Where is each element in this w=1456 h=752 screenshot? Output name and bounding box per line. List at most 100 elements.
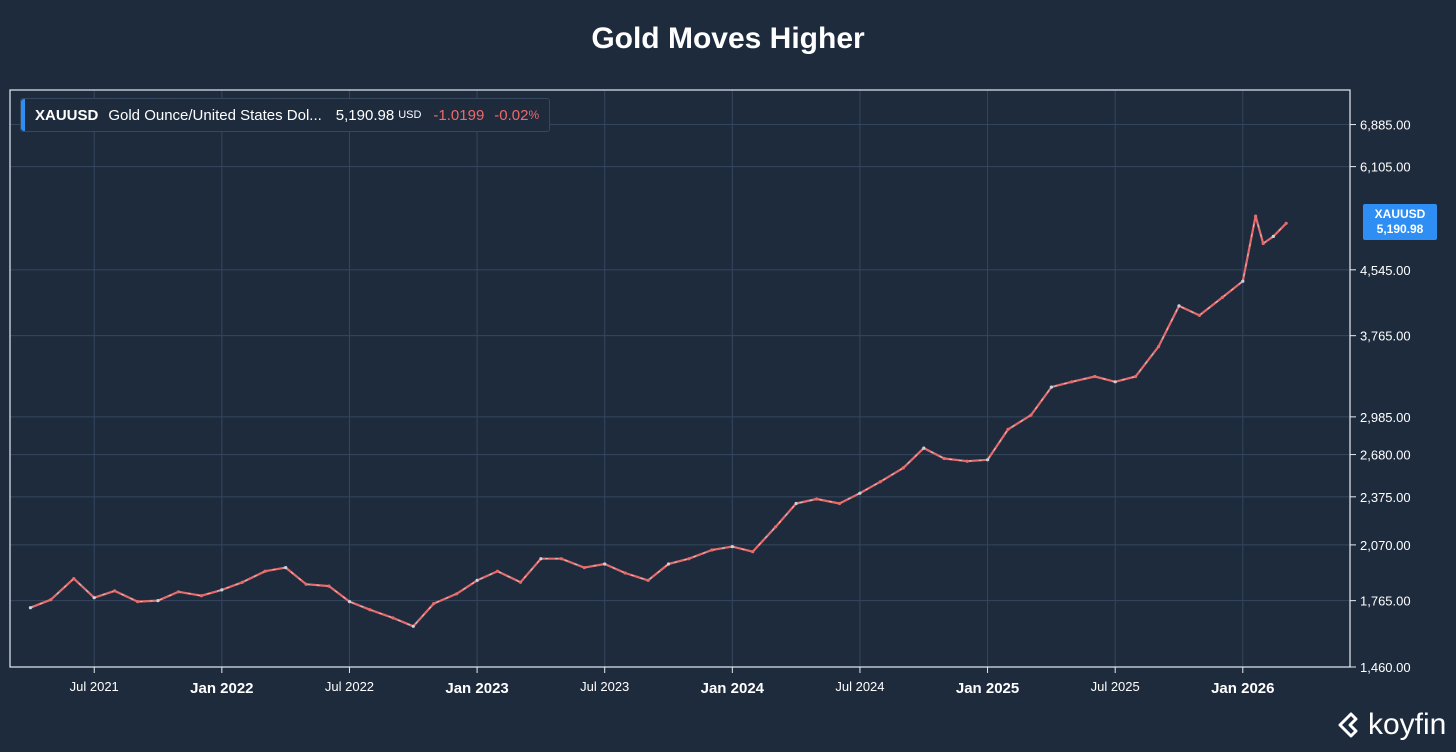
series-point[interactable] <box>582 566 586 570</box>
series-point[interactable] <box>432 602 436 606</box>
series-point[interactable] <box>136 600 140 604</box>
x-tick-label: Jul 2023 <box>580 679 629 694</box>
series-point[interactable] <box>730 545 734 549</box>
legend-price: 5,190.98 <box>335 106 395 124</box>
series-point[interactable] <box>28 606 32 610</box>
series-point[interactable] <box>411 624 415 628</box>
legend-change: -1.0199 <box>433 106 485 124</box>
x-tick-label: Jan 2023 <box>445 680 508 697</box>
x-axis: Jul 2021 Jan 2022 Jul 2022 Jan 2023 Jul 2023… <box>70 667 1274 697</box>
series-point[interactable] <box>559 557 563 561</box>
series-point[interactable] <box>878 480 883 484</box>
series-point[interactable] <box>1157 344 1161 349</box>
price-tag-ticker: XAUUSD <box>1374 207 1426 221</box>
series-point[interactable] <box>1006 427 1010 431</box>
series-point[interactable] <box>240 580 244 584</box>
series-point[interactable] <box>1177 304 1181 308</box>
series-point[interactable] <box>1113 380 1117 384</box>
last-price-tag: XAUUSD 5,190.98 <box>1363 204 1437 240</box>
series-point[interactable] <box>455 592 459 596</box>
series-point[interactable] <box>539 557 543 561</box>
series-point[interactable] <box>304 582 308 586</box>
series-point[interactable] <box>1254 214 1258 218</box>
y-axis: 1,460.00 1,765.00 2,070.00 2,375.00 2,680.00… <box>1350 118 1411 675</box>
series-point[interactable] <box>901 466 905 470</box>
y-tick-label: 6,105.00 <box>1360 160 1411 175</box>
series-point[interactable] <box>1029 413 1033 417</box>
series-point[interactable] <box>176 590 181 594</box>
series-point[interactable] <box>1049 385 1053 389</box>
y-tick-label: 1,460.00 <box>1360 660 1411 675</box>
series-line[interactable] <box>29 215 1287 628</box>
series-point[interactable] <box>495 569 500 573</box>
series-point[interactable] <box>623 571 627 575</box>
series-point[interactable] <box>965 459 969 463</box>
series-point[interactable] <box>327 584 331 588</box>
series-point[interactable] <box>1197 313 1201 317</box>
price-tag-value: 5,190.98 <box>1376 222 1424 236</box>
series-point[interactable] <box>922 446 926 450</box>
brand-name: koyfin <box>1368 708 1447 741</box>
x-tick-label: Jan 2025 <box>956 680 1019 697</box>
series-point[interactable] <box>1241 279 1245 283</box>
x-tick-label: Jul 2025 <box>1091 679 1140 694</box>
series-point[interactable] <box>220 588 224 592</box>
series-point[interactable] <box>1261 241 1265 246</box>
series-line-highlight <box>30 215 1287 627</box>
y-tick-label: 4,545.00 <box>1360 263 1411 278</box>
series-point[interactable] <box>646 578 650 583</box>
x-tick-label: Jan 2026 <box>1211 680 1274 697</box>
series-point[interactable] <box>368 608 372 612</box>
series-point[interactable] <box>1134 374 1138 379</box>
series-point[interactable] <box>1070 380 1074 384</box>
price-series[interactable] <box>28 214 1288 628</box>
series-point[interactable] <box>1220 295 1224 299</box>
series-point[interactable] <box>72 577 76 581</box>
series-point[interactable] <box>49 598 53 602</box>
series-point[interactable] <box>666 562 671 566</box>
legend-currency: USD <box>398 109 422 121</box>
legend-pct-symbol: % <box>528 108 540 122</box>
series-point[interactable] <box>284 566 288 570</box>
series-point[interactable] <box>794 501 798 506</box>
series-point[interactable] <box>199 594 203 598</box>
series-point[interactable] <box>1271 234 1275 238</box>
y-tick-label: 3,765.00 <box>1360 329 1411 344</box>
koyfin-logo-icon <box>1338 712 1358 738</box>
y-tick-label: 6,885.00 <box>1360 118 1411 133</box>
series-point[interactable] <box>815 497 819 501</box>
series-point[interactable] <box>1284 221 1288 225</box>
chart-title: Gold Moves Higher <box>591 22 865 55</box>
series-point[interactable] <box>347 600 352 604</box>
series-point[interactable] <box>710 548 714 552</box>
series-point[interactable] <box>113 589 117 593</box>
y-tick-label: 2,375.00 <box>1360 490 1411 505</box>
series-point[interactable] <box>858 491 862 495</box>
y-tick-label: 2,680.00 <box>1360 448 1411 463</box>
series-point[interactable] <box>518 580 523 584</box>
legend-color-marker <box>21 99 25 131</box>
y-tick-label: 2,985.00 <box>1360 410 1411 425</box>
series-point[interactable] <box>687 557 691 561</box>
brand-logo: koyfin <box>1338 708 1446 742</box>
series-point[interactable] <box>942 456 946 461</box>
series-point[interactable] <box>475 578 479 583</box>
x-tick-label: Jul 2022 <box>325 679 374 694</box>
series-point[interactable] <box>774 525 778 529</box>
series-point[interactable] <box>92 596 96 600</box>
series-point[interactable] <box>1093 374 1097 379</box>
series-point[interactable] <box>156 599 160 603</box>
series-point[interactable] <box>986 458 990 462</box>
series-point[interactable] <box>263 569 267 573</box>
x-tick-label: Jul 2021 <box>70 679 119 694</box>
x-tick-label: Jul 2024 <box>835 679 884 694</box>
y-tick-label: 2,070.00 <box>1360 538 1411 553</box>
series-legend[interactable]: XAUUSD Gold Ounce/United States Dol... 5… <box>20 98 551 132</box>
series-point[interactable] <box>391 616 395 620</box>
legend-ticker: XAUUSD <box>35 106 99 124</box>
series-point[interactable] <box>603 562 607 566</box>
series-point[interactable] <box>837 501 842 506</box>
series-point[interactable] <box>751 550 755 554</box>
y-tick-label: 1,765.00 <box>1360 594 1411 609</box>
